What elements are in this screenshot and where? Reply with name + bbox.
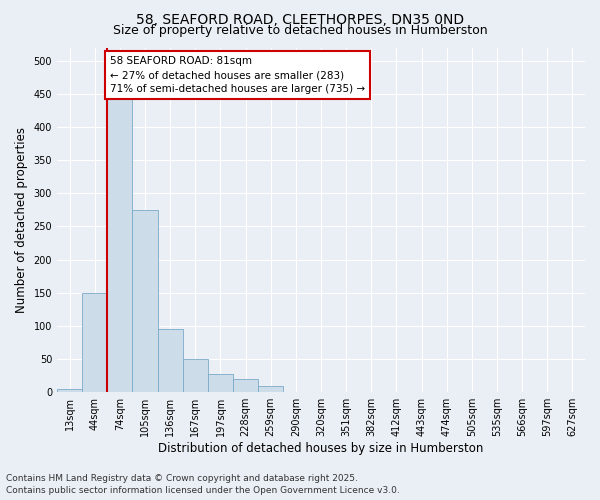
Bar xyxy=(158,329,183,392)
Bar xyxy=(57,389,82,392)
Text: Contains HM Land Registry data © Crown copyright and database right 2025.
Contai: Contains HM Land Registry data © Crown c… xyxy=(6,474,400,495)
Bar xyxy=(183,359,208,392)
Text: Size of property relative to detached houses in Humberston: Size of property relative to detached ho… xyxy=(113,24,487,37)
Y-axis label: Number of detached properties: Number of detached properties xyxy=(15,127,28,313)
Text: 58 SEAFORD ROAD: 81sqm
← 27% of detached houses are smaller (283)
71% of semi-de: 58 SEAFORD ROAD: 81sqm ← 27% of detached… xyxy=(110,56,365,94)
Bar xyxy=(107,88,133,392)
Text: 58, SEAFORD ROAD, CLEETHORPES, DN35 0ND: 58, SEAFORD ROAD, CLEETHORPES, DN35 0ND xyxy=(136,12,464,26)
X-axis label: Distribution of detached houses by size in Humberston: Distribution of detached houses by size … xyxy=(158,442,484,455)
Bar xyxy=(233,379,258,392)
Bar xyxy=(208,374,233,392)
Bar xyxy=(133,210,158,392)
Bar xyxy=(258,386,283,392)
Bar xyxy=(82,293,107,392)
